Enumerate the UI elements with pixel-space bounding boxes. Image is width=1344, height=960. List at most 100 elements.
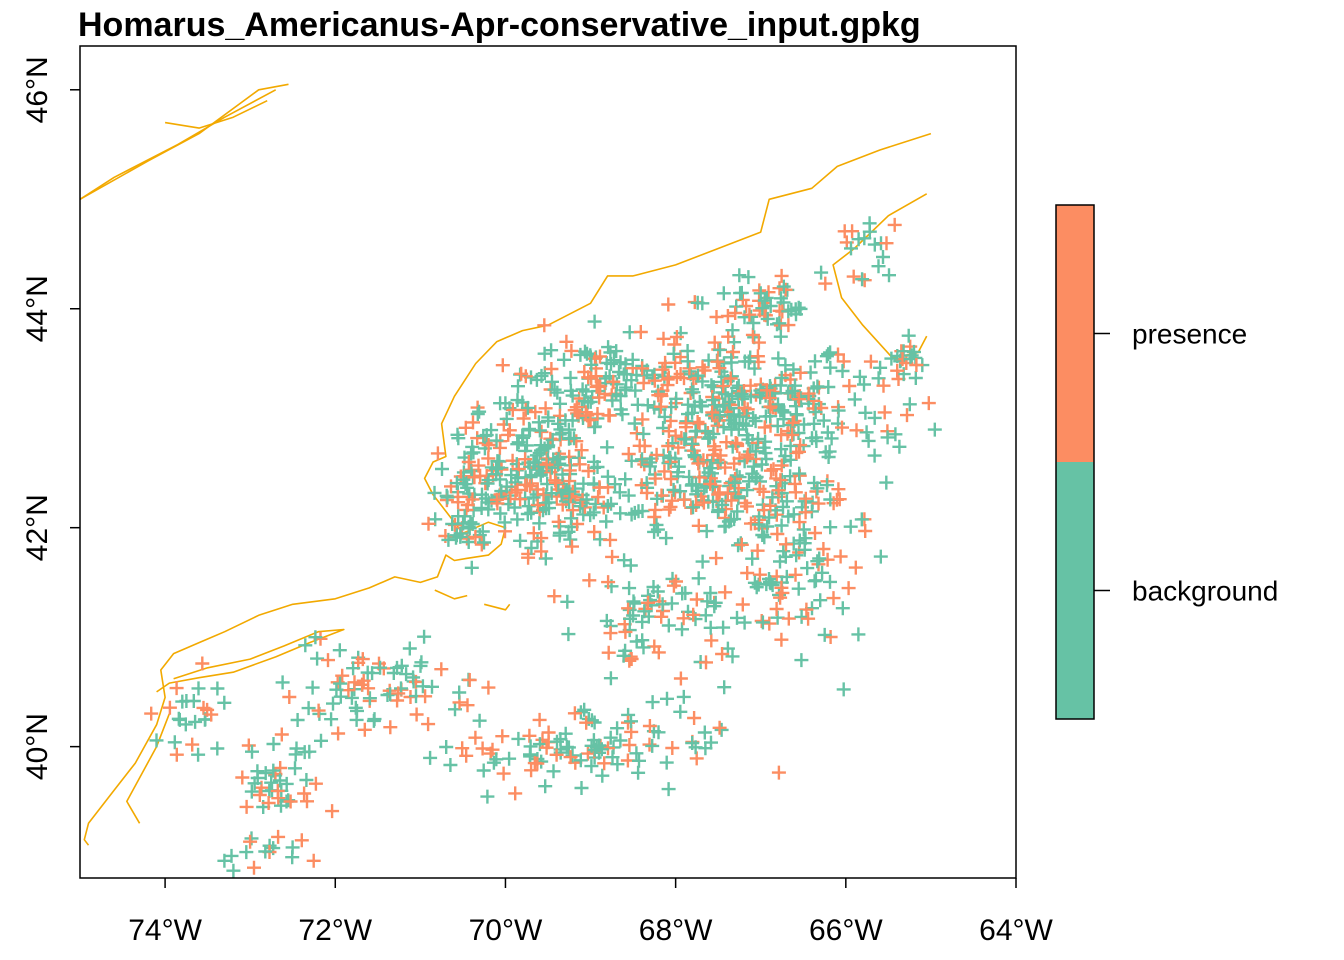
presence-point: [588, 369, 603, 384]
presence-point: [740, 566, 755, 580]
presence-point: [835, 420, 849, 435]
background-point: [879, 475, 894, 490]
presence-point: [879, 236, 894, 251]
background-point: [604, 496, 618, 511]
background-point: [285, 850, 300, 865]
presence-point: [642, 719, 657, 733]
presence-point: [601, 575, 616, 590]
presence-point: [781, 611, 796, 626]
background-point: [574, 781, 589, 795]
background-point: [493, 506, 508, 521]
presence-point: [300, 794, 314, 809]
background-point: [544, 486, 559, 501]
presence-point: [887, 217, 902, 232]
background-point: [618, 472, 633, 487]
background-point: [712, 408, 727, 423]
background-point: [333, 689, 348, 704]
presence-point: [632, 438, 647, 453]
background-point: [775, 403, 790, 418]
presence-point: [633, 325, 648, 339]
background-point: [441, 532, 456, 547]
presence-point: [559, 334, 574, 349]
presence-point: [716, 379, 731, 394]
presence-point: [539, 457, 554, 472]
background-point: [773, 378, 788, 393]
presence-point: [779, 537, 793, 552]
background-point: [599, 356, 614, 370]
presence-point: [421, 717, 436, 732]
legend: presence background: [1055, 204, 1278, 720]
presence-point: [283, 794, 298, 809]
background-point: [332, 643, 347, 658]
background-point: [310, 651, 325, 666]
presence-point: [818, 276, 833, 291]
presence-point: [492, 440, 507, 455]
background-point: [618, 383, 633, 398]
presence-point: [537, 318, 552, 333]
presence-point: [788, 567, 803, 582]
background-point: [797, 536, 812, 551]
presence-point: [792, 515, 807, 530]
background-point: [732, 268, 747, 283]
background-point: [807, 574, 822, 589]
background-point: [244, 784, 259, 799]
presence-point: [647, 510, 662, 524]
background-point: [435, 462, 449, 476]
background-point: [794, 653, 809, 668]
x-tick-label: 70°W: [469, 914, 543, 947]
background-point: [823, 574, 837, 589]
background-point: [565, 748, 580, 763]
background-point: [813, 593, 828, 608]
background-point: [167, 735, 182, 750]
background-point: [902, 397, 917, 412]
presence-point: [798, 491, 813, 506]
background-point: [624, 714, 638, 729]
presence-point: [727, 456, 742, 471]
presence-point: [541, 725, 556, 740]
presence-point: [848, 560, 863, 575]
background-point: [465, 517, 480, 531]
background-point: [814, 265, 829, 280]
background-point: [603, 730, 618, 745]
presence-point: [460, 698, 475, 713]
background-point: [700, 594, 715, 609]
background-point: [901, 328, 916, 343]
presence-point: [635, 412, 650, 427]
presence-point: [642, 737, 657, 752]
presence-point: [582, 573, 597, 588]
background-point: [664, 596, 679, 611]
presence-point: [635, 361, 650, 376]
background-point: [704, 735, 718, 750]
presence-point: [661, 370, 676, 385]
presence-point: [587, 525, 602, 539]
background-point: [538, 551, 553, 566]
background-point: [244, 831, 259, 846]
background-point: [489, 461, 504, 476]
presence-point: [470, 431, 485, 446]
presence-point: [534, 531, 549, 546]
presence-point: [669, 330, 684, 344]
presence-point: [565, 539, 579, 554]
background-point: [314, 733, 328, 748]
background-point: [793, 301, 808, 316]
background-point: [741, 432, 756, 447]
presence-point: [544, 362, 559, 376]
background-point: [854, 512, 869, 527]
background-point: [504, 468, 519, 483]
background-point: [730, 610, 744, 625]
presence-point: [756, 484, 771, 499]
presence-point: [593, 349, 607, 364]
background-point: [661, 782, 676, 797]
background-point: [526, 490, 541, 505]
presence-point: [297, 786, 312, 801]
background-point: [791, 426, 806, 440]
presence-point: [696, 495, 711, 510]
background-point: [524, 541, 539, 555]
background-point: [730, 504, 745, 519]
background-point: [537, 346, 552, 361]
background-point: [520, 400, 535, 415]
background-point: [564, 511, 578, 526]
background-point: [808, 354, 822, 369]
background-point: [649, 517, 664, 532]
background-point: [553, 396, 567, 411]
